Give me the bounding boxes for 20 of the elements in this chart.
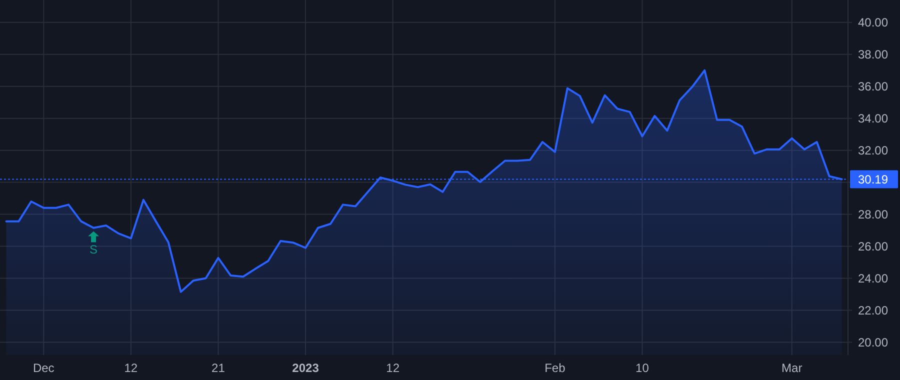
x-tick-label: Feb [544, 361, 566, 375]
x-tick-label: 2023 [292, 361, 320, 375]
y-tick-label: 20.00 [858, 335, 888, 350]
y-tick-label: 26.00 [858, 239, 888, 254]
x-tick-label: 12 [386, 361, 400, 375]
annotation: S [90, 242, 98, 256]
x-tick-label: Dec [32, 361, 54, 375]
y-tick-label: 28.00 [858, 207, 888, 222]
y-tick-label: 38.00 [858, 48, 888, 62]
ref-line-label: 30.19 [858, 172, 888, 186]
x-tick-label: 10 [636, 361, 650, 375]
x-tick-label: 21 [212, 361, 226, 375]
x-tick-label: 12 [124, 361, 138, 375]
y-tick-label: 24.00 [858, 271, 888, 286]
y-tick-label: 36.00 [858, 80, 888, 94]
y-tick-label: 40.00 [858, 16, 888, 30]
y-tick-label: 22.00 [858, 303, 888, 318]
y-tick-label: 34.00 [858, 112, 888, 126]
y-tick-label: 32.00 [858, 144, 888, 158]
x-tick-label: Mar [782, 361, 802, 375]
